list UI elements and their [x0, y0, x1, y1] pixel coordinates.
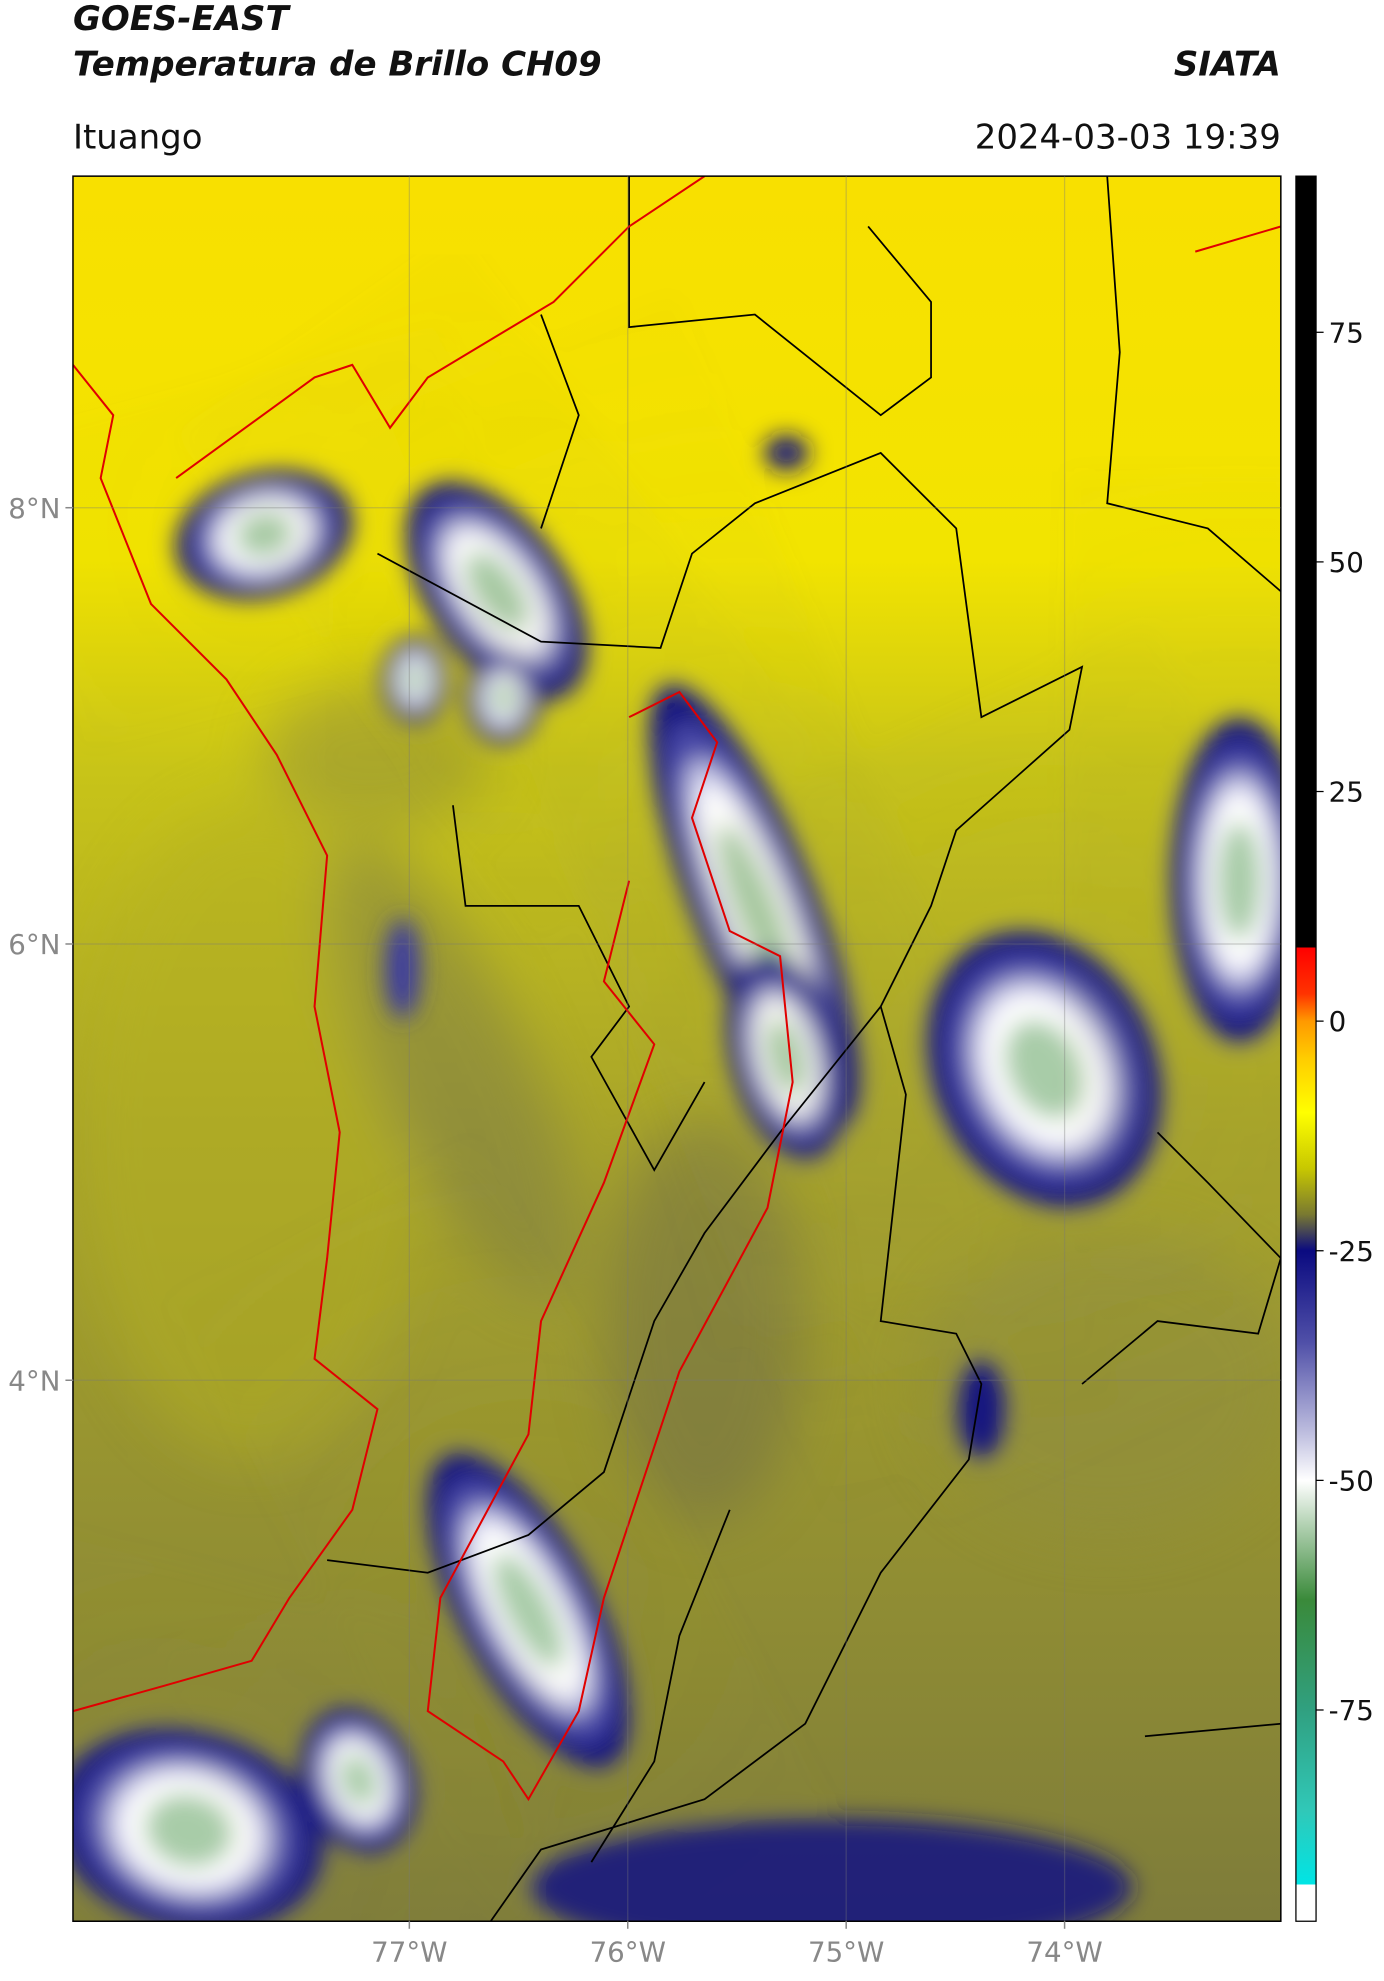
lon-tick-label: 77°W — [371, 1935, 447, 1968]
colorbar-tick-label: 75 — [1329, 316, 1364, 349]
subtitle: Temperatura de Brillo CH09 — [73, 44, 602, 84]
lat-tick-label: 6°N — [8, 928, 60, 961]
title: GOES-EAST — [73, 0, 291, 39]
colorbar-axes: 75 50 25 0 -25 -50 -75 — [1316, 316, 1374, 1727]
satellite-image — [0, 176, 1326, 1922]
colorbar-tick-label: 0 — [1329, 1005, 1347, 1038]
colorbar-tick-label: 25 — [1329, 776, 1364, 809]
lat-tick-label: 8°N — [8, 492, 60, 525]
clouds — [0, 413, 1326, 1922]
colorbar-tick-label: -25 — [1329, 1235, 1374, 1268]
boundary — [72, 176, 1281, 1802]
map-frame — [72, 175, 1282, 1922]
datetime: 2024-03-03 19:39 — [975, 117, 1281, 157]
borders — [327, 176, 1281, 1922]
colorbar-tick-label: -50 — [1329, 1464, 1374, 1497]
lat-tick-label: 4°N — [8, 1364, 60, 1397]
lon-tick-label: 75°W — [808, 1935, 884, 1968]
colorbar-tick-label: 50 — [1329, 546, 1364, 579]
map-axes: 8°N 6°N 4°N 77°W 76°W 75°W 74°W — [8, 176, 1281, 1968]
source: SIATA — [1174, 44, 1281, 84]
colorbar-tick-label: -75 — [1329, 1694, 1374, 1727]
lon-tick-label: 74°W — [1026, 1935, 1102, 1968]
location: Ituango — [73, 117, 203, 157]
colorbar — [1295, 175, 1317, 1922]
lon-tick-label: 76°W — [590, 1935, 666, 1968]
